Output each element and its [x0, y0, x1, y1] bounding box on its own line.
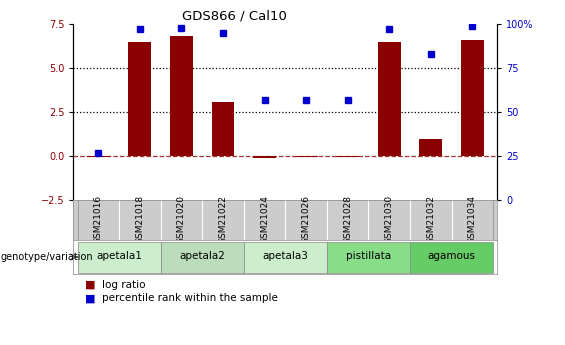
Text: apetala2: apetala2 — [179, 252, 225, 261]
Bar — [327, 241, 410, 273]
Text: ■: ■ — [85, 280, 95, 289]
Bar — [170, 37, 193, 156]
Text: GSM21024: GSM21024 — [260, 195, 269, 244]
Bar — [410, 241, 493, 273]
Text: GSM21028: GSM21028 — [343, 195, 352, 244]
Text: GSM21032: GSM21032 — [426, 195, 435, 244]
Text: pistillata: pistillata — [346, 252, 391, 261]
Text: apetala3: apetala3 — [262, 252, 308, 261]
Text: percentile rank within the sample: percentile rank within the sample — [102, 294, 277, 303]
Bar — [211, 101, 234, 156]
Bar — [128, 42, 151, 156]
Text: GSM21020: GSM21020 — [177, 195, 186, 244]
Bar — [295, 156, 318, 157]
Bar — [461, 40, 484, 156]
Text: GSM21022: GSM21022 — [219, 195, 228, 244]
Text: apetala1: apetala1 — [96, 252, 142, 261]
Bar — [253, 156, 276, 158]
Bar — [87, 156, 110, 157]
Bar — [77, 241, 160, 273]
Bar — [160, 241, 244, 273]
Text: GSM21030: GSM21030 — [385, 195, 394, 244]
Text: GSM21018: GSM21018 — [136, 195, 145, 244]
Text: ■: ■ — [85, 294, 95, 303]
Title: GDS866 / Cal10: GDS866 / Cal10 — [182, 10, 287, 23]
Text: agamous: agamous — [428, 252, 476, 261]
Bar — [244, 241, 327, 273]
Text: log ratio: log ratio — [102, 280, 145, 289]
Text: GSM21016: GSM21016 — [94, 195, 103, 244]
Text: GSM21026: GSM21026 — [302, 195, 311, 244]
Text: genotype/variation: genotype/variation — [1, 252, 93, 262]
Bar — [378, 42, 401, 156]
Text: GSM21034: GSM21034 — [468, 195, 477, 244]
Bar — [419, 139, 442, 156]
Bar — [336, 156, 359, 157]
